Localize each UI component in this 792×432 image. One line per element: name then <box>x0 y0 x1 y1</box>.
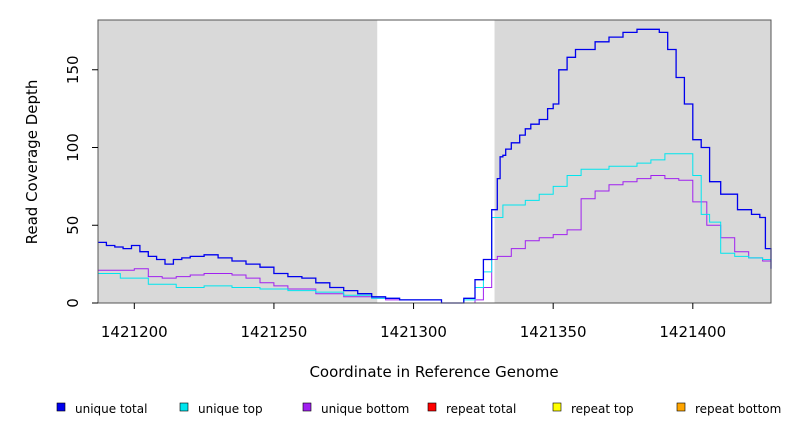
shaded-regions <box>98 20 771 303</box>
legend-item-unique-bottom: unique bottom <box>302 402 409 416</box>
y-tick-label: 150 <box>64 55 82 84</box>
y-axis-ticks: 0 50 100 150 <box>64 55 98 308</box>
shaded-region-1 <box>98 20 378 303</box>
legend-label: unique top <box>198 402 263 416</box>
y-axis-title: Read Coverage Depth <box>23 80 41 245</box>
legend: unique total unique top unique bottom repea… <box>56 402 781 416</box>
y-tick-label: 100 <box>64 133 82 162</box>
shaded-region-2 <box>494 20 771 303</box>
x-tick-label: 1421350 <box>520 323 587 341</box>
series-line-unique-total <box>98 28 772 304</box>
legend-label: repeat total <box>446 402 516 416</box>
legend-swatch <box>676 402 686 412</box>
y-tick-label: 50 <box>64 216 82 235</box>
legend-label: unique total <box>75 402 147 416</box>
legend-item-unique-total: unique total <box>56 402 147 416</box>
x-tick-label: 1421250 <box>241 323 308 341</box>
x-axis-ticks: 1421200 1421250 1421300 1421350 1421400 <box>101 303 726 341</box>
legend-swatch <box>552 402 562 412</box>
y-tick-label: 0 <box>64 298 82 308</box>
x-tick-label: 1421400 <box>659 323 726 341</box>
legend-swatch <box>427 402 437 412</box>
legend-item-repeat-top: repeat top <box>552 402 634 416</box>
legend-swatch <box>179 402 189 412</box>
legend-label: repeat top <box>571 402 634 416</box>
legend-swatch <box>302 402 312 412</box>
legend-label: repeat bottom <box>695 402 781 416</box>
x-tick-label: 1421300 <box>380 323 447 341</box>
series-line-unique-bottom <box>98 175 772 304</box>
legend-swatch <box>56 402 66 412</box>
plot-frame <box>97 19 772 304</box>
legend-item-unique-top: unique top <box>179 402 263 416</box>
x-tick-label: 1421200 <box>101 323 168 341</box>
legend-label: unique bottom <box>321 402 409 416</box>
x-axis-title: Coordinate in Reference Genome <box>309 363 558 381</box>
legend-item-repeat-bottom: repeat bottom <box>676 402 781 416</box>
series-line-unique-top <box>98 153 772 304</box>
legend-item-repeat-total: repeat total <box>427 402 516 416</box>
